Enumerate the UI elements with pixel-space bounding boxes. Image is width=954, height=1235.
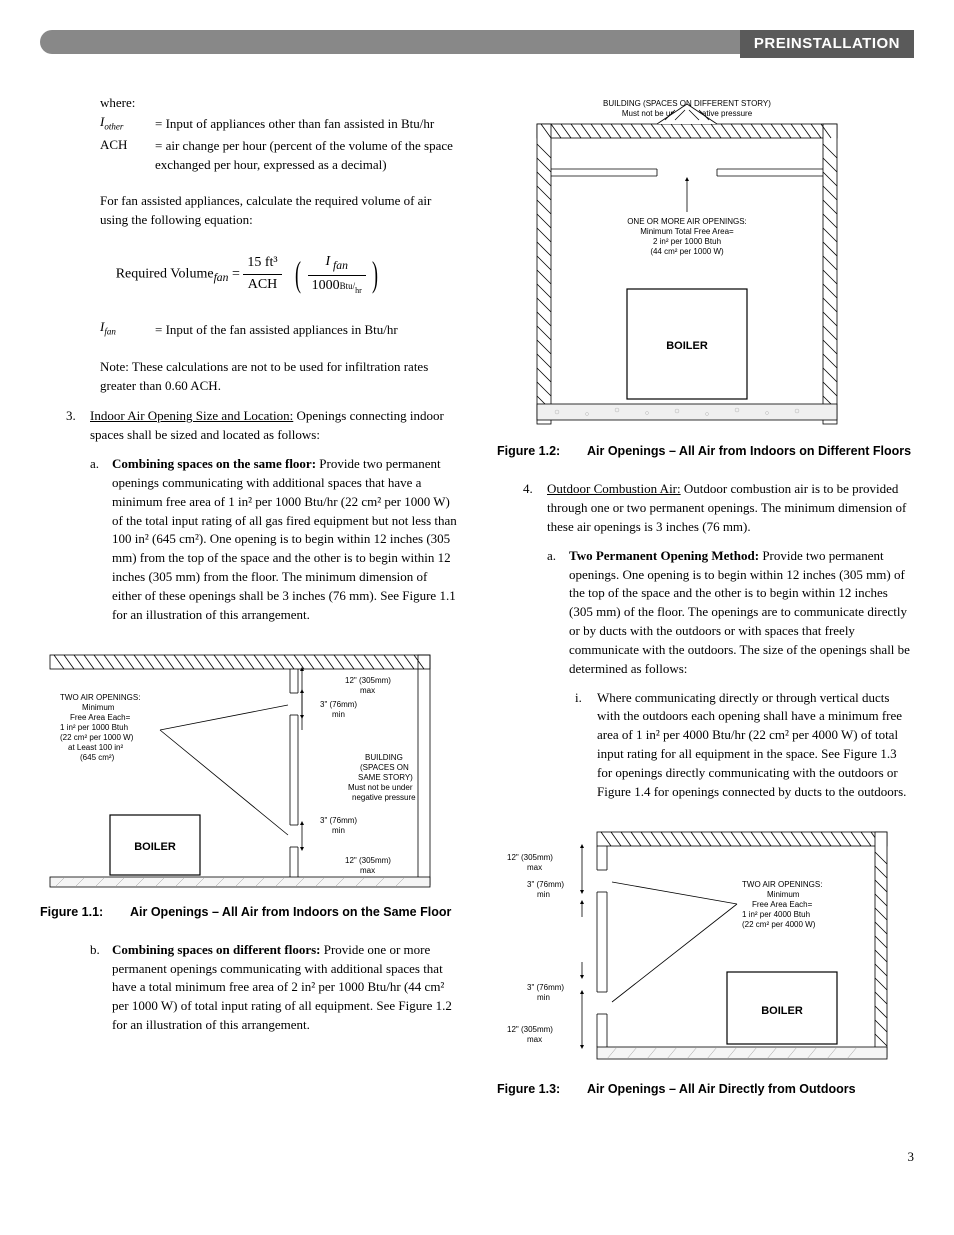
list-item-3b-container: b. Combining spaces on different floors:… [40,941,457,1035]
svg-text:12" (305mm): 12" (305mm) [507,853,553,862]
item-3a: a. Combining spaces on the same floor: P… [90,455,457,625]
svg-text:at Least 100 in²: at Least 100 in² [68,743,123,752]
svg-text:min: min [332,710,345,719]
svg-text:BOILER: BOILER [761,1005,803,1017]
svg-text:Minimum Total Free Area=: Minimum Total Free Area= [640,227,734,236]
svg-text:min: min [537,993,550,1002]
item-3b: b. Combining spaces on different floors:… [90,941,457,1035]
svg-text:12" (305mm): 12" (305mm) [507,1025,553,1034]
para-fan-assisted: For fan assisted appliances, calculate t… [100,192,457,230]
svg-text:TWO AIR OPENINGS:: TWO AIR OPENINGS: [742,880,822,889]
ach-def: ACH = air change per hour (percent of th… [100,136,457,174]
svg-text:(SPACES ON: (SPACES ON [360,763,409,772]
svg-text:3" (76mm): 3" (76mm) [527,880,564,889]
svg-text:(22 cm² per 1000 W): (22 cm² per 1000 W) [60,733,134,742]
svg-text:Minimum: Minimum [767,890,800,899]
svg-text:Minimum: Minimum [82,703,115,712]
page-number: 3 [40,1148,914,1167]
where-label: where: [100,94,457,113]
formula-required-volume: Required Volumefan = 15 ft³ ACH ( I fan … [40,248,457,300]
left-column: where: Iother = Input of appliances othe… [40,94,457,1118]
figure-1-2: BUILDING (SPACES ON DIFFERENT STORY) Mus… [497,94,914,434]
section-title: PREINSTALLATION [740,30,914,58]
svg-text:Free Area Each=: Free Area Each= [70,713,131,722]
svg-text:max: max [360,686,375,695]
svg-text:max: max [527,1035,542,1044]
where-block: where: Iother = Input of appliances othe… [100,94,457,174]
svg-text:1 in² per 1000 Btuh: 1 in² per 1000 Btuh [60,723,128,732]
item-4a: a. Two Permanent Opening Method: Provide… [547,547,914,802]
svg-text:3" (76mm): 3" (76mm) [320,700,357,709]
svg-text:min: min [332,826,345,835]
svg-text:min: min [537,890,550,899]
svg-text:BOILER: BOILER [666,340,708,352]
svg-text:max: max [360,866,375,875]
svg-text:(645 cm²): (645 cm²) [80,753,115,762]
svg-text:(44 cm² per 1000 W): (44 cm² per 1000 W) [650,247,724,256]
svg-text:12" (305mm): 12" (305mm) [345,856,391,865]
svg-text:max: max [527,863,542,872]
ifan-def-block: Ifan = Input of the fan assisted applian… [100,318,457,339]
svg-text:1 in² per 4000 Btuh: 1 in² per 4000 Btuh [742,910,810,919]
svg-text:TWO AIR OPENINGS:: TWO AIR OPENINGS: [60,693,140,702]
svg-text:(22 cm² per 4000 W): (22 cm² per 4000 W) [742,920,816,929]
figure-1-3-caption: Figure 1.3: Air Openings – All Air Direc… [497,1080,914,1098]
figure-1-1: BOILER TWO AIR OPENINGS: Minimum Free Ar… [40,645,457,895]
iother-def: Iother = Input of appliances other than … [100,113,457,134]
svg-text:3" (76mm): 3" (76mm) [320,816,357,825]
figure-1-3: BOILER 12" (305mm) max 3" (76mm) min 3" … [497,822,914,1072]
right-column: BUILDING (SPACES ON DIFFERENT STORY) Mus… [497,94,914,1118]
figure-1-2-caption: Figure 1.2: Air Openings – All Air from … [497,442,914,460]
svg-text:12" (305mm): 12" (305mm) [345,676,391,685]
figure-1-1-caption: Figure 1.1: Air Openings – All Air from … [40,903,457,921]
header-bar: PREINSTALLATION [40,30,914,54]
svg-text:ONE OR MORE AIR OPENINGS:: ONE OR MORE AIR OPENINGS: [627,217,747,226]
svg-text:SAME STORY): SAME STORY) [358,773,413,782]
list-item-3: 3. Indoor Air Opening Size and Location:… [40,407,457,624]
list-item-4: 4. Outdoor Combustion Air: Outdoor combu… [497,480,914,802]
svg-text:Free Area Each=: Free Area Each= [752,900,813,909]
svg-text:3" (76mm): 3" (76mm) [527,983,564,992]
item-4a-i: i. Where communicating directly or throu… [569,689,914,802]
svg-text:negative pressure: negative pressure [352,793,416,802]
note-infiltration: Note: These calculations are not to be u… [100,358,457,396]
svg-text:Must not be under: Must not be under [348,783,413,792]
svg-text:BOILER: BOILER [134,841,176,853]
two-column-layout: where: Iother = Input of appliances othe… [40,94,914,1118]
svg-text:BUILDING: BUILDING [365,753,403,762]
svg-text:2 in² per 1000 Btuh: 2 in² per 1000 Btuh [653,237,721,246]
